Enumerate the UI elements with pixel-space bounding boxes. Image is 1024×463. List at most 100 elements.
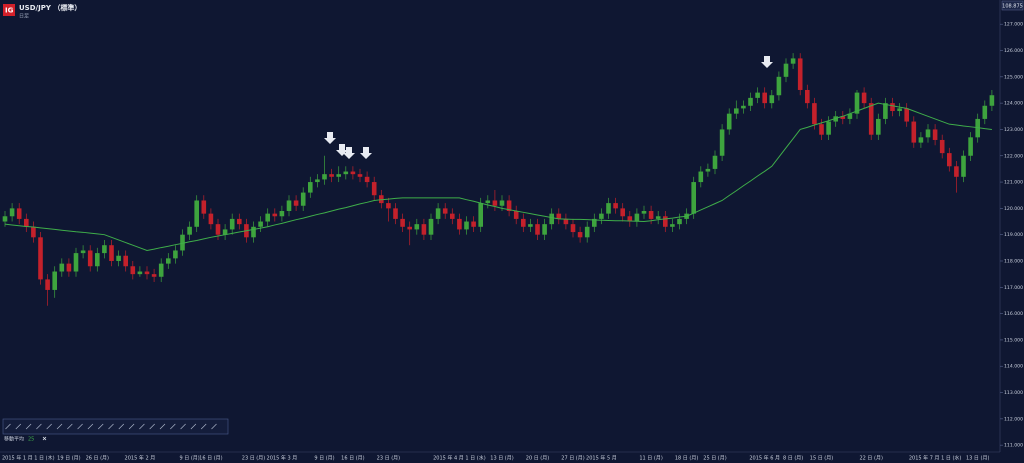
candle-body: [606, 203, 611, 214]
candle-body: [201, 200, 207, 214]
candle-body: [854, 92, 860, 114]
candle-body: [52, 271, 57, 290]
candle-body: [151, 274, 157, 277]
candle-body: [734, 108, 739, 114]
tool-icon[interactable]: [159, 423, 166, 430]
candle-body: [279, 211, 285, 217]
logo-text: IG: [5, 7, 14, 15]
tool-icon[interactable]: [108, 423, 114, 430]
tool-icon[interactable]: [97, 423, 104, 430]
tool-icon[interactable]: [36, 423, 42, 430]
tool-icon[interactable]: [67, 423, 73, 430]
candle-body: [215, 224, 221, 235]
candle-body: [286, 200, 292, 212]
y-tick-label: 113.000: [1004, 390, 1023, 396]
candle-body: [272, 213, 278, 217]
tool-icon[interactable]: [200, 423, 207, 430]
candle-body: [577, 232, 583, 238]
candle-body: [556, 213, 562, 219]
tool-icon[interactable]: [128, 423, 135, 430]
x-tick-label: 13 日 (月): [966, 456, 989, 462]
y-tick-label: 123.000: [1004, 127, 1023, 133]
candle-body: [364, 176, 370, 183]
candle-body: [308, 182, 313, 193]
candle-body: [144, 271, 150, 275]
tool-icon[interactable]: [87, 423, 94, 430]
candle-body: [166, 258, 171, 264]
candle-body: [932, 129, 938, 140]
candle-body: [954, 166, 959, 177]
candle-body: [641, 211, 647, 214]
candle-body: [9, 208, 15, 217]
toolbar-icons: [5, 423, 217, 430]
candle-body: [904, 108, 909, 122]
tool-icon[interactable]: [56, 423, 63, 430]
candle-body: [982, 105, 988, 119]
candle-body: [769, 95, 775, 104]
candle-body: [208, 213, 214, 225]
candle-body: [24, 218, 29, 227]
tool-icon[interactable]: [139, 423, 145, 430]
candle-body: [45, 279, 50, 290]
x-tick-label: 23 日 (月): [242, 456, 265, 462]
candle-body: [918, 137, 924, 143]
tool-icon[interactable]: [190, 423, 197, 430]
y-tick-label: 120.000: [1004, 206, 1023, 212]
drawing-toolbar[interactable]: [2, 418, 229, 435]
candle-body: [691, 182, 696, 214]
close-icon[interactable]: [42, 436, 47, 441]
tool-icon[interactable]: [149, 423, 155, 430]
candle-body: [386, 203, 391, 209]
candle-body: [371, 182, 377, 196]
candle-body: [705, 168, 711, 172]
tool-icon[interactable]: [5, 423, 11, 430]
candle-body: [840, 116, 846, 119]
candle-body: [592, 218, 597, 227]
candle-body: [542, 224, 547, 235]
arrow: [761, 56, 773, 68]
candle-body: [755, 92, 760, 98]
candle-body: [947, 153, 952, 167]
candle-body: [762, 92, 767, 104]
candle-body: [450, 213, 455, 219]
candle-body: [712, 155, 718, 169]
indicator-close[interactable]: [42, 436, 47, 441]
x-tick-label: 25 日 (月): [703, 456, 726, 462]
tool-icon[interactable]: [46, 423, 52, 430]
candle-body: [428, 218, 434, 235]
tool-icon[interactable]: [180, 423, 186, 430]
candle-body: [229, 218, 235, 230]
candle-body: [109, 245, 114, 261]
candle-body: [968, 137, 973, 156]
candle-body: [506, 200, 512, 212]
candle-body: [102, 245, 107, 254]
candle-body: [535, 224, 540, 235]
tool-icon[interactable]: [118, 423, 125, 430]
x-tick-label: 2015 年 6 月: [749, 455, 780, 462]
candle-body: [457, 218, 462, 230]
candle-body: [80, 250, 86, 254]
candle-body: [861, 92, 867, 104]
candle-body: [158, 263, 164, 277]
tool-icon[interactable]: [170, 423, 176, 430]
candle-body: [315, 179, 320, 183]
candle-body: [180, 234, 185, 251]
candle-body: [563, 218, 569, 225]
candle-body: [748, 97, 753, 106]
tool-icon[interactable]: [15, 423, 22, 430]
candle-body: [528, 224, 533, 227]
candle-body: [322, 174, 327, 180]
tool-icon[interactable]: [77, 423, 83, 430]
candle-body: [194, 200, 199, 227]
candle-body: [627, 216, 633, 222]
candle-body: [293, 200, 299, 206]
candle-body: [421, 224, 427, 235]
candle-body: [471, 221, 476, 227]
y-tick-label: 119.000: [1004, 232, 1023, 238]
tool-icon[interactable]: [25, 423, 32, 430]
tool-icon[interactable]: [211, 423, 217, 430]
candle-body: [776, 76, 782, 96]
candle-body: [357, 174, 363, 177]
candle-body: [329, 174, 334, 177]
y-tick-label: 115.000: [1004, 337, 1023, 343]
